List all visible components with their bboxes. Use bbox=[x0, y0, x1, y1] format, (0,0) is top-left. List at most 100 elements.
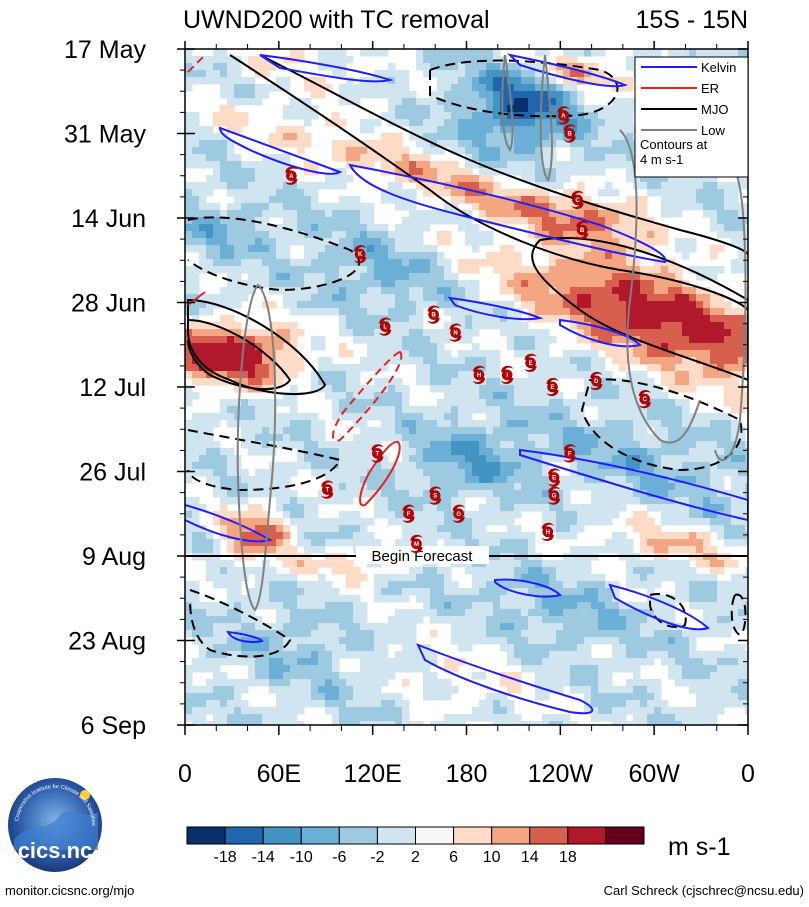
field-cell bbox=[472, 462, 480, 470]
field-cell bbox=[451, 364, 459, 372]
field-cell bbox=[626, 329, 634, 337]
field-cell bbox=[199, 70, 207, 78]
field-cell bbox=[283, 399, 291, 407]
field-cell bbox=[304, 133, 312, 141]
field-cell bbox=[703, 357, 711, 365]
field-cell bbox=[584, 154, 592, 162]
field-cell bbox=[612, 413, 620, 421]
field-cell bbox=[185, 224, 193, 232]
field-cell bbox=[542, 462, 550, 470]
field-cell bbox=[633, 49, 641, 57]
field-cell bbox=[500, 441, 508, 449]
field-cell bbox=[192, 238, 200, 246]
field-cell bbox=[465, 406, 473, 414]
field-cell bbox=[472, 70, 480, 78]
field-cell bbox=[612, 140, 620, 148]
field-cell bbox=[472, 98, 480, 106]
field-cell bbox=[423, 154, 431, 162]
field-cell bbox=[381, 378, 389, 386]
field-cell bbox=[234, 245, 242, 253]
field-cell bbox=[535, 434, 543, 442]
field-cell bbox=[661, 490, 669, 498]
field-cell bbox=[682, 364, 690, 372]
field-cell bbox=[472, 231, 480, 239]
field-cell bbox=[402, 301, 410, 309]
field-cell bbox=[360, 490, 368, 498]
field-cell bbox=[542, 196, 550, 204]
field-cell bbox=[479, 567, 487, 575]
field-cell bbox=[521, 427, 529, 435]
field-cell bbox=[262, 357, 270, 365]
field-cell bbox=[339, 525, 347, 533]
field-cell bbox=[332, 175, 340, 183]
field-cell bbox=[717, 490, 725, 498]
field-cell bbox=[402, 581, 410, 589]
field-cell bbox=[388, 322, 396, 330]
field-cell bbox=[717, 378, 725, 386]
field-cell bbox=[591, 546, 599, 554]
field-cell bbox=[640, 525, 648, 533]
field-cell bbox=[367, 203, 375, 211]
field-cell bbox=[668, 343, 676, 351]
field-cell bbox=[318, 217, 326, 225]
field-cell bbox=[185, 476, 193, 484]
field-cell bbox=[381, 581, 389, 589]
field-cell bbox=[234, 371, 242, 379]
field-cell bbox=[745, 483, 748, 491]
field-cell bbox=[437, 49, 445, 57]
field-cell bbox=[283, 154, 291, 162]
field-cell bbox=[283, 126, 291, 134]
field-cell bbox=[507, 308, 515, 316]
field-cell bbox=[563, 77, 571, 85]
field-cell bbox=[647, 455, 655, 463]
field-cell bbox=[451, 63, 459, 71]
field-cell bbox=[234, 224, 242, 232]
field-cell bbox=[479, 182, 487, 190]
field-cell bbox=[248, 287, 256, 295]
field-cell bbox=[339, 490, 347, 498]
field-cell bbox=[339, 294, 347, 302]
field-cell bbox=[248, 168, 256, 176]
field-cell bbox=[563, 441, 571, 449]
field-cell bbox=[451, 105, 459, 113]
field-cell bbox=[612, 154, 620, 162]
field-cell bbox=[395, 483, 403, 491]
field-cell bbox=[556, 294, 564, 302]
field-cell bbox=[451, 161, 459, 169]
field-cell bbox=[255, 406, 263, 414]
field-cell bbox=[395, 231, 403, 239]
field-cell bbox=[444, 581, 452, 589]
field-cell bbox=[605, 343, 613, 351]
field-cell bbox=[290, 469, 298, 477]
field-cell bbox=[290, 567, 298, 575]
field-cell bbox=[409, 98, 417, 106]
field-cell bbox=[675, 210, 683, 218]
field-cell bbox=[325, 476, 333, 484]
field-cell bbox=[339, 70, 347, 78]
field-cell bbox=[437, 119, 445, 127]
field-cell bbox=[626, 140, 634, 148]
field-cell bbox=[668, 175, 676, 183]
field-cell bbox=[528, 231, 536, 239]
field-cell bbox=[451, 84, 459, 92]
field-cell bbox=[346, 329, 354, 337]
field-cell bbox=[318, 357, 326, 365]
field-cell bbox=[269, 259, 277, 267]
field-cell bbox=[206, 231, 214, 239]
field-cell bbox=[493, 406, 501, 414]
field-cell bbox=[703, 497, 711, 505]
field-cell bbox=[542, 140, 550, 148]
field-cell bbox=[647, 434, 655, 442]
field-cell bbox=[521, 490, 529, 498]
field-cell bbox=[563, 105, 571, 113]
field-cell bbox=[423, 168, 431, 176]
field-cell bbox=[353, 224, 361, 232]
field-cell bbox=[675, 371, 683, 379]
field-cell bbox=[654, 259, 662, 267]
field-cell bbox=[514, 434, 522, 442]
field-cell bbox=[339, 385, 347, 393]
field-cell bbox=[409, 588, 417, 596]
field-cell bbox=[374, 469, 382, 477]
field-cell bbox=[703, 441, 711, 449]
field-cell bbox=[402, 525, 410, 533]
